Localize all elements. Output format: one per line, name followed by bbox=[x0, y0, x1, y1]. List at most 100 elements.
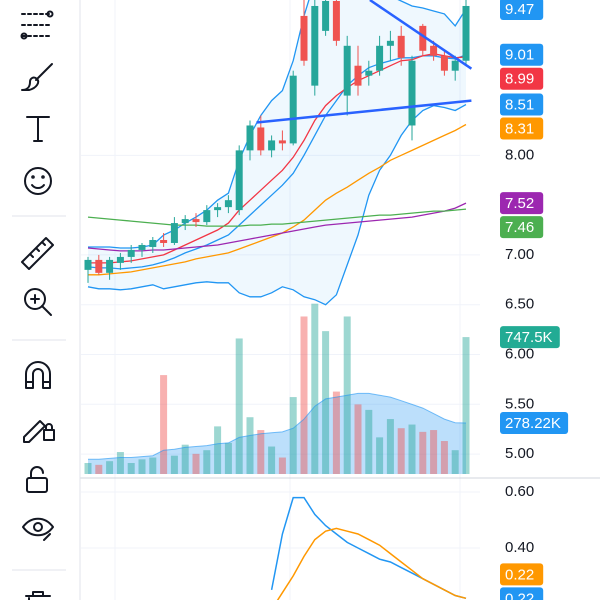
price-label-box bbox=[500, 563, 544, 586]
volume-bar bbox=[462, 337, 470, 474]
volume-bar bbox=[160, 375, 168, 474]
y-tick-label: 7.00 bbox=[505, 246, 534, 263]
candle-body bbox=[386, 40, 394, 46]
candle-body bbox=[440, 55, 448, 71]
candle-body bbox=[343, 45, 351, 96]
emoji-tool[interactable] bbox=[24, 167, 52, 195]
candle-body bbox=[170, 223, 178, 243]
candle-body bbox=[203, 210, 211, 223]
volume-bar bbox=[181, 444, 189, 474]
volume-bar bbox=[149, 457, 157, 474]
volume-bar bbox=[95, 464, 103, 474]
moving-average bbox=[88, 123, 467, 276]
candle-body bbox=[95, 259, 103, 273]
candle-body bbox=[149, 239, 157, 247]
y-tick-label: 0.40 bbox=[505, 539, 534, 556]
volume-bar bbox=[332, 391, 340, 474]
volume-bar bbox=[224, 442, 232, 474]
y-tick-label: 8.00 bbox=[505, 146, 534, 163]
volume-bar bbox=[235, 338, 243, 474]
volume-bar bbox=[268, 446, 276, 474]
candle-body bbox=[106, 259, 114, 273]
candle-body bbox=[451, 60, 459, 71]
volume-bar bbox=[116, 452, 124, 474]
lock-tool[interactable] bbox=[26, 466, 48, 493]
y-tick-label: 6.50 bbox=[505, 296, 534, 313]
band-fill bbox=[88, 0, 466, 305]
candle-body bbox=[246, 125, 254, 151]
price-label-box bbox=[500, 587, 544, 600]
volume-bar bbox=[300, 316, 308, 474]
candle-body bbox=[192, 219, 200, 223]
price-label: 8.51 bbox=[505, 97, 534, 114]
candle-body bbox=[408, 60, 416, 126]
price-label-box bbox=[500, 412, 569, 435]
lock-drawings[interactable] bbox=[23, 420, 55, 443]
volume-bar bbox=[322, 331, 330, 474]
candle-body bbox=[224, 200, 232, 208]
volume-bar bbox=[289, 397, 297, 474]
candle-body bbox=[268, 140, 276, 151]
candle-body bbox=[235, 150, 243, 211]
price-label-box bbox=[500, 43, 544, 66]
grid bbox=[81, 0, 480, 600]
volume-bar bbox=[138, 459, 146, 474]
price-label: 747.5K bbox=[505, 329, 553, 346]
candle-body bbox=[430, 45, 438, 56]
volume-bar bbox=[257, 430, 265, 474]
text-tool[interactable] bbox=[26, 116, 50, 142]
volume-bar bbox=[365, 409, 373, 474]
price-label: 8.31 bbox=[505, 121, 534, 138]
candle-body bbox=[84, 259, 92, 270]
toolbar bbox=[0, 0, 81, 600]
candle-body bbox=[257, 127, 265, 151]
price-label-box bbox=[500, 117, 544, 140]
ruler-tool[interactable] bbox=[21, 237, 54, 270]
brush-tool[interactable] bbox=[21, 63, 53, 91]
price-label-box bbox=[500, 67, 544, 90]
price-label: 9.47 bbox=[505, 1, 534, 18]
candle-body bbox=[138, 244, 146, 250]
magnet-tool[interactable] bbox=[25, 361, 51, 389]
trend-tool[interactable] bbox=[20, 10, 54, 40]
volume-bar bbox=[311, 303, 319, 474]
price-label: 8.99 bbox=[505, 71, 534, 88]
volume-bar bbox=[127, 463, 135, 474]
candle-body bbox=[127, 249, 135, 257]
price-pane bbox=[84, 0, 473, 474]
volume-ma-line bbox=[88, 392, 467, 460]
candle-body bbox=[354, 65, 362, 86]
volume-bar bbox=[246, 417, 254, 474]
price-label: 9.01 bbox=[505, 47, 534, 64]
moving-average bbox=[88, 53, 467, 264]
volume-bar bbox=[451, 450, 459, 474]
volume-bar bbox=[376, 437, 384, 474]
price-label-box bbox=[500, 326, 560, 349]
candle-body bbox=[300, 15, 308, 61]
volume-bar bbox=[84, 463, 92, 474]
candle-body bbox=[181, 219, 189, 224]
price-label-box bbox=[500, 93, 544, 116]
toolbar-bg bbox=[0, 0, 80, 600]
zoom-tool[interactable] bbox=[24, 288, 52, 316]
volume-ma-area bbox=[88, 393, 466, 474]
candle-body bbox=[160, 239, 168, 243]
price-label: 7.46 bbox=[505, 219, 534, 236]
oscillator-line bbox=[276, 527, 467, 600]
y-tick-label: 5.00 bbox=[505, 445, 534, 462]
volume-bar bbox=[278, 457, 286, 474]
y-tick-label: 6.00 bbox=[505, 345, 534, 362]
volume-bar bbox=[192, 453, 200, 474]
price-label: 0.22 bbox=[505, 566, 534, 583]
candle-body bbox=[322, 0, 330, 31]
trendline bbox=[369, 0, 473, 70]
candle-body bbox=[462, 5, 470, 61]
visibility-tool[interactable] bbox=[22, 517, 54, 541]
candle-body bbox=[419, 25, 427, 51]
volume-bar bbox=[386, 419, 394, 474]
candle-body bbox=[289, 75, 297, 144]
moving-average bbox=[87, 208, 467, 227]
band-basis bbox=[87, 54, 467, 270]
